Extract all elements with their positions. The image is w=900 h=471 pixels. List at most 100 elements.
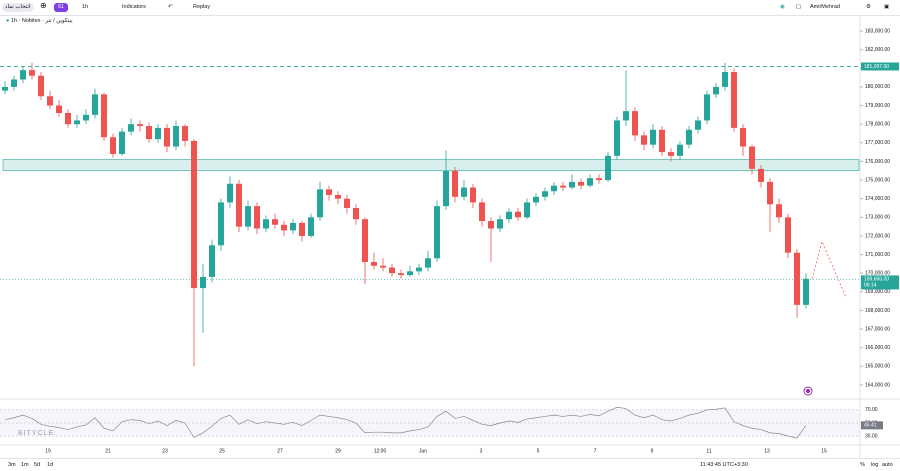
candle-body	[713, 86, 719, 95]
candle-body	[245, 206, 251, 227]
candle-body	[596, 178, 602, 181]
candle-body	[191, 140, 197, 289]
range-button[interactable]: 5d	[34, 462, 41, 468]
candle-body	[227, 183, 233, 203]
x-tick-label: 27	[277, 448, 283, 454]
candle-body	[272, 219, 278, 225]
candle-body	[128, 124, 134, 132]
rsi-value-bg	[861, 421, 883, 430]
candle-body	[677, 144, 683, 156]
candle-body	[65, 113, 71, 125]
y-tick-label: 167,000.00	[865, 326, 890, 332]
range-button[interactable]: 1m	[21, 462, 29, 468]
candle-body	[362, 219, 368, 263]
candle-body	[11, 79, 17, 87]
candle-body	[641, 135, 647, 145]
candle-body	[443, 170, 449, 207]
visibility-icon[interactable]: ◉	[780, 4, 785, 10]
candle-body	[614, 120, 620, 156]
x-tick-label: 13	[764, 448, 770, 454]
scale-option[interactable]: auto	[882, 462, 893, 468]
y-tick-label: 168,000.00	[865, 308, 890, 314]
candle-body	[497, 219, 503, 229]
candle-body	[461, 187, 467, 197]
y-tick-label: 176,000.00	[865, 159, 890, 165]
candle-body	[29, 70, 35, 76]
candle-body	[317, 189, 323, 218]
countdown: 06:14	[864, 283, 877, 289]
candle-body	[452, 170, 458, 197]
range-button[interactable]: 3m	[8, 462, 16, 468]
candle-body	[533, 196, 539, 203]
undo-button[interactable]: ↶	[168, 4, 173, 10]
user-menu[interactable]: AmirMehrad	[810, 4, 840, 10]
settings-icon[interactable]: ⚙	[866, 4, 871, 10]
replay-button[interactable]: Replay	[193, 4, 211, 10]
candle-body	[380, 265, 386, 268]
candle-body	[209, 245, 215, 277]
candle-body	[785, 217, 791, 253]
candle-body	[56, 105, 62, 113]
scale-option[interactable]: %	[860, 462, 865, 468]
x-tick-label: 29	[335, 448, 341, 454]
x-tick-label: 5	[537, 448, 540, 454]
range-button[interactable]: 1d	[47, 462, 54, 468]
candle-body	[506, 211, 512, 220]
indicators-button[interactable]: Indicators	[122, 4, 146, 10]
scale-option[interactable]: log	[871, 462, 879, 468]
candle-body	[173, 126, 179, 147]
interval-button[interactable]: 1h	[82, 4, 89, 10]
candle-body	[650, 129, 656, 145]
y-tick-label: 172,000.00	[865, 233, 890, 239]
clock: 11:43:45 UTC+3:30	[700, 462, 748, 468]
symbol-search[interactable]: انتخاب نماد	[2, 3, 34, 12]
candle-body	[263, 219, 269, 229]
level-label: 181,097.00	[864, 64, 889, 70]
candle-body	[110, 137, 116, 154]
alerts-button[interactable]: 61	[54, 3, 69, 12]
y-tick-label: 177,000.00	[865, 140, 890, 146]
x-tick-label: 9	[651, 448, 654, 454]
price-label-bg	[861, 275, 899, 290]
candle-body	[425, 258, 431, 268]
candle-body	[119, 131, 125, 154]
candle-body	[695, 120, 701, 130]
candle-body	[299, 222, 305, 236]
y-tick-label: 173,000.00	[865, 215, 890, 221]
projection	[811, 240, 847, 298]
y-tick-label: 179,000.00	[865, 103, 890, 109]
candle-body	[542, 191, 548, 197]
candle-body	[254, 206, 260, 229]
candle-body	[794, 252, 800, 305]
add-symbol[interactable]: ⊕	[40, 1, 47, 10]
candle-body	[659, 129, 665, 153]
candle-body	[92, 94, 98, 115]
candle-body	[578, 181, 584, 186]
candle-body	[569, 181, 575, 188]
y-tick-label: 171,000.00	[865, 252, 890, 258]
candle-body	[335, 194, 341, 199]
watermark: BITYCLE	[18, 430, 54, 437]
candle-body	[146, 126, 152, 140]
candle-body	[722, 72, 728, 87]
x-tick-label: 19	[45, 448, 51, 454]
candle-body	[479, 202, 485, 222]
candle-body	[416, 267, 422, 272]
candle-body	[749, 146, 755, 169]
layout-icon[interactable]: ▢	[796, 4, 802, 10]
candle-body	[47, 96, 53, 106]
candle-body	[74, 120, 80, 125]
top-toolbar: انتخاب نماد ⊕ 61 1h Indicators ↶ Replay …	[0, 0, 900, 16]
x-tick-label: 23	[162, 448, 168, 454]
legend-text: بیتکوین / تتر · 1h · Nobitex	[10, 18, 73, 24]
candle-body	[2, 86, 8, 91]
snapshot-icon[interactable]: ▣	[884, 4, 890, 10]
candle-body	[281, 224, 287, 231]
x-tick-label: Jun	[419, 448, 427, 454]
x-tick-label: 11	[706, 448, 711, 454]
candle-body	[326, 189, 332, 195]
candle-body	[407, 271, 413, 276]
candle-body	[668, 152, 674, 156]
y-tick-label: 164,000.00	[865, 382, 890, 388]
y-tick-label: 70.00	[865, 407, 878, 413]
